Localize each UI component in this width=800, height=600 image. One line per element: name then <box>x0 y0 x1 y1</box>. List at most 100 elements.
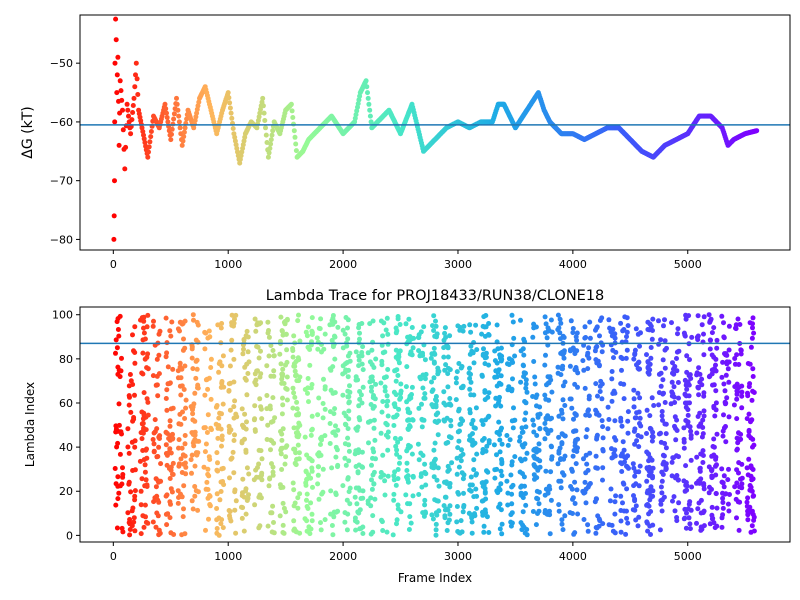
lambda-point <box>696 392 702 398</box>
x-tick-label: 5000 <box>674 258 702 271</box>
lambda-point <box>346 489 352 495</box>
lambda-point <box>555 370 561 376</box>
lambda-point <box>523 502 529 508</box>
lambda-point <box>141 457 147 463</box>
lambda-point <box>302 434 308 440</box>
lambda-point <box>708 337 713 343</box>
lambda-point <box>647 413 653 419</box>
lambda-point <box>360 367 366 373</box>
lambda-point <box>623 355 629 361</box>
lambda-point <box>292 394 298 400</box>
lambda-point <box>447 396 453 401</box>
lambda-point <box>138 531 144 537</box>
lambda-point <box>536 501 542 507</box>
lambda-point <box>535 511 540 516</box>
lambda-point <box>345 388 351 394</box>
lambda-point <box>219 321 225 326</box>
lambda-point <box>749 397 755 403</box>
lambda-point <box>308 526 314 532</box>
lambda-point <box>518 317 523 323</box>
lambda-point <box>391 389 397 395</box>
lambda-point <box>694 520 699 526</box>
lambda-point <box>523 381 529 387</box>
lambda-point <box>482 388 488 394</box>
lambda-point <box>208 356 214 362</box>
lambda-point <box>558 478 564 484</box>
lambda-point <box>360 524 366 530</box>
lambda-point <box>605 426 611 432</box>
lambda-point <box>271 353 277 359</box>
lambda-point <box>479 331 485 337</box>
x-tick-label: 0 <box>110 258 117 271</box>
lambda-point <box>342 441 348 447</box>
lambda-point <box>370 513 376 519</box>
lambda-point <box>570 453 576 459</box>
lambda-point <box>685 412 691 418</box>
lambda-point <box>584 353 590 358</box>
lambda-point <box>486 440 492 446</box>
lambda-point <box>726 466 731 472</box>
lambda-point <box>662 338 668 344</box>
lambda-point <box>593 327 598 333</box>
delta-g-point <box>365 90 370 96</box>
delta-g-point <box>368 119 374 125</box>
lambda-point <box>612 530 618 536</box>
lambda-point <box>648 509 654 514</box>
lambda-point <box>214 526 220 531</box>
lambda-point <box>531 321 537 327</box>
lambda-point <box>290 348 296 354</box>
lambda-point <box>354 427 360 433</box>
lambda-point <box>656 318 661 324</box>
lambda-point <box>207 493 212 498</box>
delta-g-point <box>364 84 370 90</box>
lambda-point <box>494 322 500 328</box>
lambda-point <box>245 334 251 340</box>
delta-g-point <box>240 142 246 148</box>
lambda-point <box>508 519 514 525</box>
lambda-point <box>202 392 208 398</box>
lambda-point <box>218 489 224 494</box>
lambda-point <box>745 361 751 366</box>
lambda-point <box>557 316 563 322</box>
lambda-point <box>735 489 741 495</box>
lambda-point <box>660 377 666 383</box>
lambda-point <box>479 418 485 424</box>
lambda-point <box>696 500 702 506</box>
lambda-point <box>165 364 171 370</box>
lambda-point <box>309 413 315 419</box>
lambda-point <box>353 349 359 355</box>
lambda-point <box>156 532 162 538</box>
lambda-point <box>179 445 185 451</box>
lambda-point <box>631 356 637 362</box>
lambda-point <box>156 527 162 533</box>
lambda-point <box>322 406 328 412</box>
lambda-point <box>293 462 299 468</box>
lambda-point <box>482 355 488 361</box>
lambda-point <box>498 427 504 433</box>
lambda-point <box>584 427 590 433</box>
lambda-point <box>304 504 310 509</box>
lambda-point <box>517 434 523 440</box>
lambda-point <box>638 423 644 429</box>
lambda-point <box>734 352 740 358</box>
lambda-point <box>583 412 589 418</box>
lambda-point <box>322 331 328 337</box>
lambda-point <box>700 425 706 430</box>
lambda-point <box>246 471 252 477</box>
lambda-point <box>670 360 675 366</box>
lambda-point <box>310 484 315 490</box>
lambda-point <box>571 531 577 537</box>
x-tick-label: 4000 <box>559 258 587 271</box>
lambda-point <box>359 400 365 406</box>
lambda-point <box>304 518 310 524</box>
y-tick-label: −60 <box>50 116 73 129</box>
lambda-point <box>218 521 224 527</box>
lambda-point <box>181 336 186 342</box>
lambda-point <box>434 498 440 504</box>
lambda-point <box>623 531 629 537</box>
lambda-point <box>407 514 413 520</box>
lambda-point <box>231 320 237 326</box>
lambda-point <box>245 349 251 355</box>
lambda-point <box>505 490 511 496</box>
lambda-point <box>130 382 136 387</box>
